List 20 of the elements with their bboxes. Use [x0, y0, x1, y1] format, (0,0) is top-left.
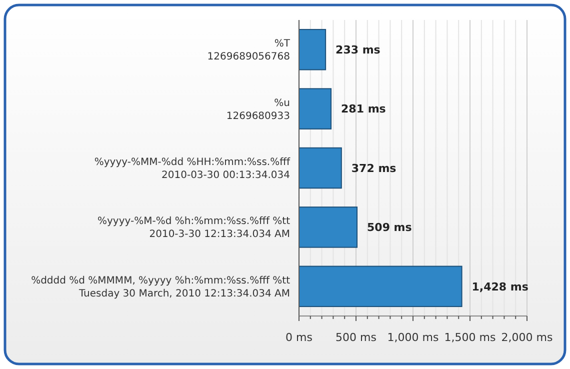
bar: [298, 88, 332, 130]
x-tick-label: 500 ms: [336, 331, 377, 344]
data-label: 509 ms: [367, 221, 412, 234]
bar: [298, 147, 342, 189]
y-tick-label: %yyyy-%MM-%dd %HH:%mm:%ss.%fff 2010-03-30 00:13:34.034: [94, 157, 290, 181]
data-label: 1,428 ms: [472, 280, 529, 294]
bar: [298, 28, 326, 70]
bar: [298, 206, 358, 248]
x-tick-label: 0 ms: [286, 331, 313, 344]
x-tick-label: 1,000 ms: [387, 331, 439, 344]
data-label: 281 ms: [341, 102, 386, 116]
y-tick-label: %T 1269689056768: [207, 38, 291, 63]
bar: [298, 266, 462, 308]
y-tick-label: %u 1269680933: [226, 98, 290, 122]
y-tick-label: %dddd %d %MMMM, %yyyy %h:%mm:%ss.%fff %tt Tuesday 30 March, 2010 12:13:34.034 AM: [31, 275, 290, 300]
data-label: 233 ms: [336, 43, 381, 56]
y-tick-label: %yyyy-%M-%d %h:%mm:%ss.%fff %tt 2010-3-30 12:13:34.034 AM: [98, 216, 290, 240]
x-tick-label: 2,000 ms: [501, 331, 553, 344]
data-label: 372 ms: [351, 162, 397, 175]
x-tick-label: 1,500 ms: [444, 331, 496, 344]
